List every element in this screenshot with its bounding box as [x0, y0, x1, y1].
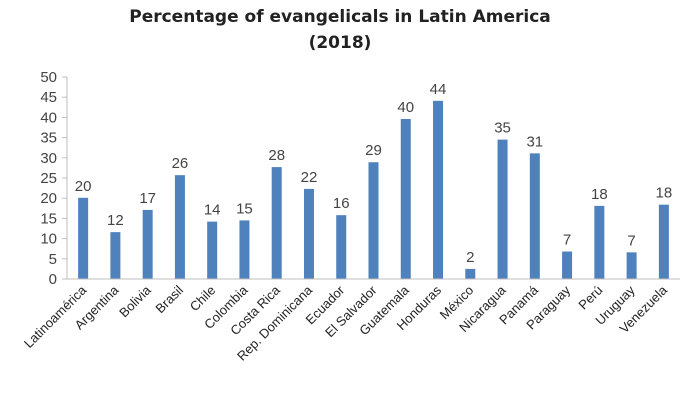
bar [207, 221, 218, 279]
bar [529, 153, 540, 279]
data-label: 18 [656, 185, 673, 202]
bar [78, 197, 89, 279]
chart-title: Percentage of evangelicals in Latin Amer… [129, 7, 551, 27]
data-label: 12 [107, 212, 124, 229]
bar [336, 215, 347, 279]
y-tick-label: 50 [40, 69, 57, 86]
bar [594, 205, 605, 279]
bar [271, 167, 282, 279]
bar [142, 209, 153, 279]
y-tick-label: 20 [40, 190, 57, 207]
data-label: 44 [430, 81, 447, 98]
bar [174, 175, 185, 279]
data-label: 22 [301, 169, 318, 186]
chart-subtitle: (2018) [308, 33, 372, 53]
y-tick-label: 5 [49, 251, 57, 268]
y-tick-label: 40 [40, 109, 57, 126]
data-label: 7 [627, 232, 635, 249]
data-label: 26 [172, 155, 189, 172]
data-label: 15 [236, 200, 253, 217]
bar [658, 204, 669, 279]
data-label: 16 [333, 195, 350, 212]
y-tick-label: 30 [40, 150, 57, 167]
y-tick-label: 10 [40, 231, 57, 248]
data-label: 28 [268, 147, 285, 164]
data-label: 2 [466, 249, 474, 266]
bar [562, 251, 573, 279]
data-label: 14 [204, 202, 221, 219]
data-label: 20 [75, 178, 92, 195]
bar [465, 268, 476, 279]
bar [433, 100, 444, 279]
bar [400, 119, 411, 280]
y-tick-label: 0 [49, 271, 57, 288]
bar [368, 162, 379, 279]
bar [497, 139, 508, 279]
data-label: 7 [563, 232, 571, 249]
x-tick-label: Bolivia [116, 282, 154, 320]
y-tick-label: 45 [40, 89, 57, 106]
data-label: 18 [591, 186, 608, 203]
data-label: 35 [494, 120, 511, 137]
y-tick-label: 25 [40, 170, 57, 187]
data-label: 40 [397, 99, 414, 116]
bar [110, 232, 121, 279]
bar [239, 220, 250, 279]
bar [626, 252, 637, 279]
data-label: 31 [526, 133, 543, 150]
data-label: 17 [139, 190, 156, 207]
x-tick-label: Brasil [152, 282, 186, 316]
y-tick-label: 35 [40, 130, 57, 147]
bar [303, 188, 314, 279]
data-label: 29 [365, 142, 382, 159]
y-tick-label: 15 [40, 210, 57, 227]
